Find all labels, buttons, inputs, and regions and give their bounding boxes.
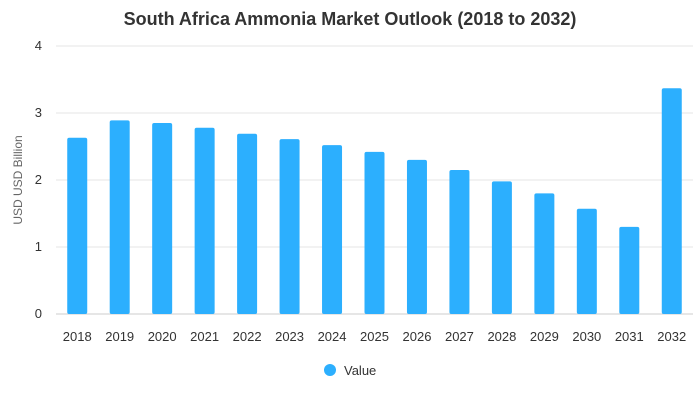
bar-2027[interactable] [449, 169, 470, 314]
y-axis-ticks: 0 1 2 3 4 [35, 38, 42, 321]
bar-2025[interactable] [364, 151, 385, 314]
bars [67, 88, 682, 315]
x-tick-label: 2031 [615, 329, 644, 344]
x-tick-label: 2022 [233, 329, 262, 344]
y-tick-label: 3 [35, 105, 42, 120]
x-tick-label: 2028 [487, 329, 516, 344]
bar-2019[interactable] [109, 120, 130, 315]
bar-2023[interactable] [279, 139, 300, 314]
bar-2022[interactable] [237, 133, 258, 314]
y-axis-label: USD USD Billion [11, 135, 25, 224]
bar-2031[interactable] [619, 226, 640, 314]
y-tick-label: 1 [35, 239, 42, 254]
y-tick-label: 2 [35, 172, 42, 187]
bar-2018[interactable] [67, 137, 88, 314]
y-tick-label: 0 [35, 306, 42, 321]
x-tick-label: 2030 [572, 329, 601, 344]
x-tick-label: 2026 [403, 329, 432, 344]
bar-2026[interactable] [406, 159, 427, 314]
x-axis-ticks: 2018 2019 2020 2021 2022 2023 2024 2025 2026 2027… [63, 329, 686, 344]
x-tick-label: 2025 [360, 329, 389, 344]
x-tick-label: 2020 [148, 329, 177, 344]
x-tick-label: 2019 [105, 329, 134, 344]
bar-2029[interactable] [534, 193, 555, 314]
x-tick-label: 2024 [318, 329, 347, 344]
x-tick-label: 2023 [275, 329, 304, 344]
chart-title: South Africa Ammonia Market Outlook (201… [124, 9, 577, 29]
legend-marker-icon [324, 364, 336, 376]
bar-2032[interactable] [661, 88, 682, 315]
legend[interactable]: Value [324, 363, 376, 378]
bar-2028[interactable] [491, 181, 512, 314]
y-tick-label: 4 [35, 38, 42, 53]
bar-2020[interactable] [152, 123, 173, 314]
x-tick-label: 2021 [190, 329, 219, 344]
bar-2021[interactable] [194, 127, 215, 315]
x-tick-label: 2018 [63, 329, 92, 344]
x-tick-label: 2027 [445, 329, 474, 344]
bar-2030[interactable] [576, 208, 597, 314]
bar-2024[interactable] [322, 145, 343, 314]
x-tick-label: 2029 [530, 329, 559, 344]
x-tick-label: 2032 [657, 329, 686, 344]
legend-label-value: Value [344, 363, 376, 378]
